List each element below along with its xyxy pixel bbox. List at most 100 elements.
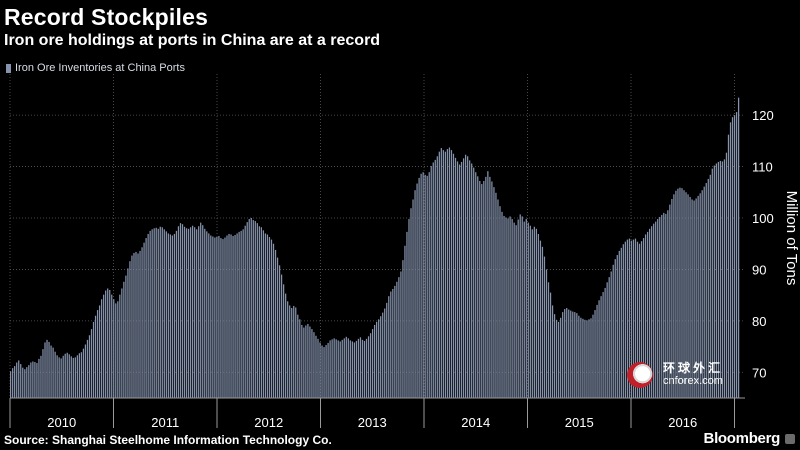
bar	[185, 228, 188, 398]
bar	[119, 294, 121, 398]
bar	[452, 153, 455, 398]
bar	[737, 97, 740, 398]
bar	[456, 161, 459, 398]
bar	[196, 229, 198, 398]
bar	[76, 355, 78, 398]
bar	[52, 347, 54, 398]
bar	[614, 259, 616, 398]
bar	[369, 333, 372, 398]
y-tick-label: 90	[752, 262, 766, 277]
bar	[234, 234, 236, 398]
bar	[32, 361, 34, 398]
bar	[458, 164, 461, 398]
bar	[214, 237, 216, 398]
bar	[475, 172, 477, 398]
bar	[659, 216, 661, 398]
watermark-url: cnforex.com	[663, 375, 723, 387]
bar	[191, 225, 194, 398]
bar	[539, 240, 542, 398]
bar	[675, 190, 677, 398]
x-tick-label: 2010	[47, 415, 76, 430]
bar	[450, 150, 453, 398]
bar	[481, 184, 483, 398]
bar	[392, 288, 394, 398]
bar	[345, 336, 347, 398]
bar	[715, 163, 717, 398]
bars-layer	[10, 97, 740, 398]
bar	[467, 156, 469, 398]
bar	[398, 277, 400, 398]
bar	[34, 362, 36, 398]
bar	[16, 362, 18, 398]
bar	[460, 161, 463, 398]
y-axis-label: Million of Tons	[783, 191, 800, 286]
bar	[505, 217, 507, 398]
bar	[663, 212, 665, 398]
bar	[630, 240, 633, 398]
bar	[117, 301, 119, 398]
bar	[173, 233, 176, 398]
bar	[487, 171, 489, 398]
bar	[367, 336, 370, 398]
bar	[167, 233, 169, 398]
bar	[357, 338, 360, 398]
bar	[519, 214, 521, 398]
bar	[268, 237, 271, 398]
bar	[549, 292, 552, 398]
bar	[339, 341, 341, 398]
bar	[634, 238, 637, 398]
bar	[667, 210, 669, 398]
bar	[727, 134, 730, 398]
bar	[628, 238, 631, 398]
bar	[86, 339, 89, 398]
bar	[323, 347, 325, 398]
bar	[341, 339, 343, 398]
bar	[244, 225, 246, 398]
bar	[677, 188, 679, 398]
bar	[495, 192, 497, 398]
bar	[129, 261, 131, 398]
bar	[46, 339, 48, 398]
bar	[491, 181, 493, 398]
bar	[232, 236, 234, 398]
bar	[22, 367, 24, 398]
bar	[665, 213, 667, 398]
bar	[424, 174, 426, 398]
bar	[390, 291, 392, 398]
bar	[446, 149, 449, 398]
bar	[576, 313, 578, 398]
bar	[717, 161, 720, 398]
bar	[278, 265, 281, 398]
bar	[169, 234, 171, 398]
bar	[612, 264, 614, 398]
bar	[610, 271, 612, 398]
bar	[10, 371, 12, 398]
bar	[331, 339, 333, 398]
bar	[131, 255, 133, 398]
bar	[98, 305, 101, 398]
bar	[139, 250, 141, 398]
bar	[40, 355, 42, 398]
bar	[588, 319, 590, 398]
bar	[620, 247, 622, 398]
y-tick-label: 70	[752, 365, 766, 380]
bar	[220, 238, 222, 398]
bar	[264, 233, 267, 398]
bar	[691, 199, 693, 398]
bar	[218, 236, 220, 398]
bar	[547, 282, 550, 398]
bar	[640, 241, 643, 398]
bar	[242, 229, 244, 398]
legend-swatch	[6, 63, 11, 73]
bar	[572, 311, 574, 398]
bar	[224, 237, 226, 398]
bar	[42, 349, 44, 398]
bar	[462, 158, 465, 398]
bar	[254, 221, 256, 398]
bar	[402, 260, 404, 398]
bar	[282, 284, 285, 398]
bar	[335, 339, 337, 398]
bar	[256, 223, 258, 398]
bloomberg-terminal-icon	[785, 434, 795, 444]
bar	[228, 233, 230, 398]
